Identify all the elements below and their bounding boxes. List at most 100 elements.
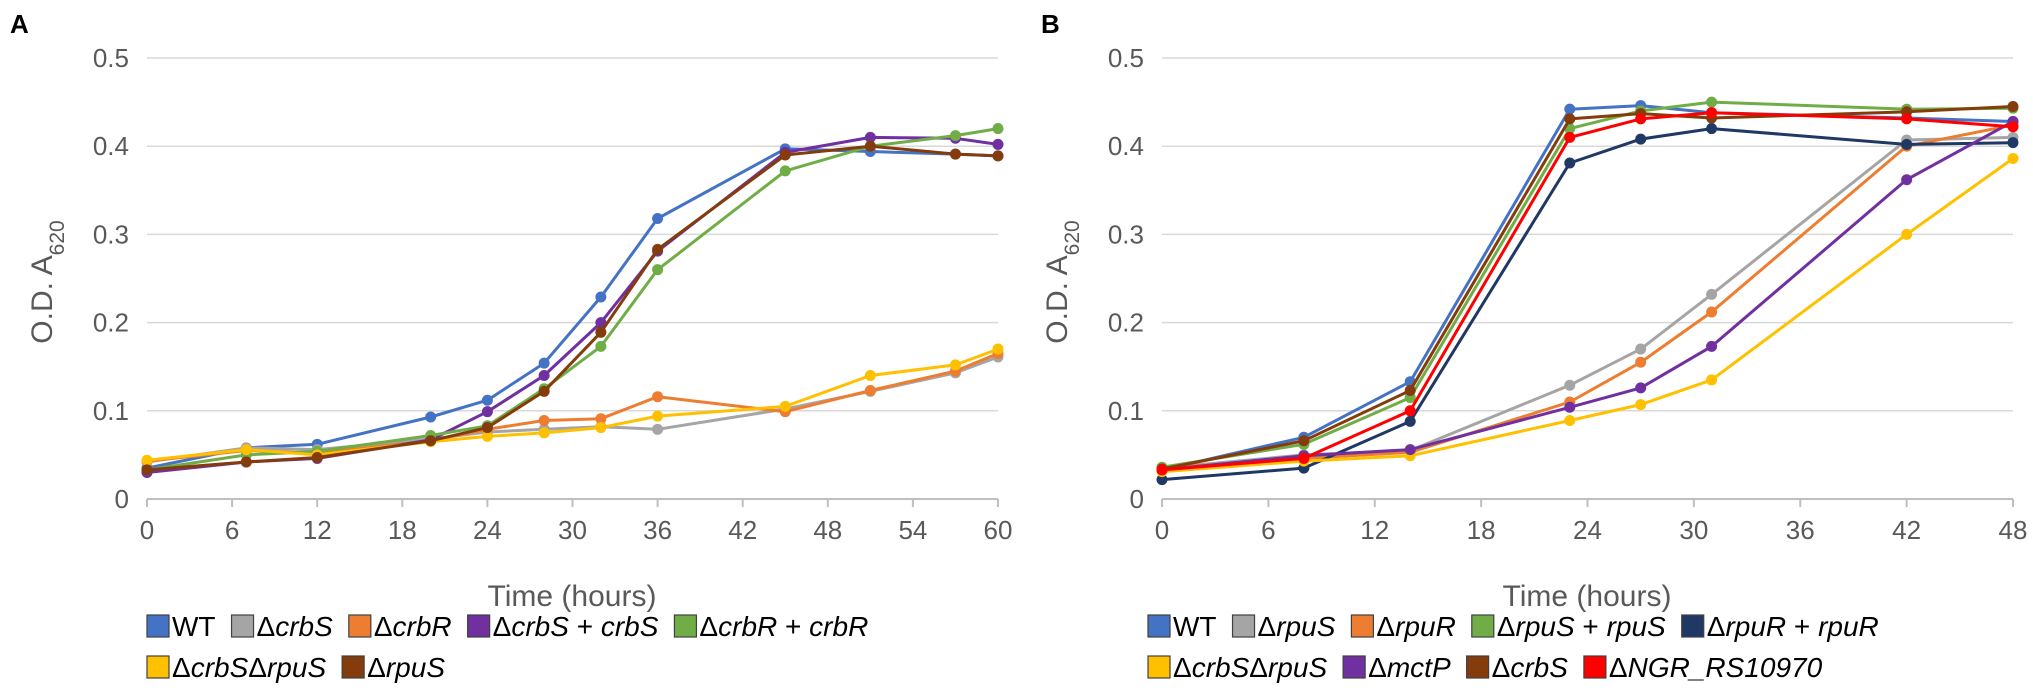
- chart-b-legend-label: WT: [1173, 611, 1217, 642]
- chart-b-data-point: [1635, 382, 1647, 394]
- chart-a-x-tick-label: 18: [388, 515, 417, 545]
- chart-a-data-point: [652, 264, 664, 276]
- chart-a-x-tick-label: 6: [225, 515, 239, 545]
- chart-b-data-point: [2007, 137, 2019, 149]
- chart-a-legend: WT ΔcrbS ΔcrbR ΔcrbS + crbS ΔcrbR + crbR Δcrb…: [146, 611, 868, 683]
- chart-b-x-tick-label: 24: [1573, 515, 1602, 545]
- chart-a-data-point: [864, 385, 876, 397]
- chart-a-series-3: [141, 131, 1004, 479]
- chart-b-x-tick-label: 0: [1155, 515, 1169, 545]
- chart-b-data-point: [1564, 131, 1576, 143]
- chart-b-data-point: [1635, 343, 1647, 355]
- chart-b-data-point: [1404, 444, 1416, 456]
- chart-a-series-line: [146, 147, 999, 470]
- chart-b-data-point: [1706, 340, 1718, 352]
- chart-a-data-point: [949, 130, 961, 142]
- chart-b-data-point: [1635, 399, 1647, 411]
- chart-b-data-point: [1635, 133, 1647, 145]
- chart-b-series-line: [1161, 105, 2014, 471]
- chart-b-legend-item: ΔrpuS: [1231, 611, 1336, 642]
- chart-a-data-point: [595, 326, 607, 338]
- chart-b-data-point: [1901, 138, 1913, 150]
- chart-b-legend-swatch: [1342, 655, 1366, 679]
- chart-a-x-tick-label: 30: [558, 515, 587, 545]
- chart-b-legend-label: ΔcrbSΔrpuS: [1173, 652, 1327, 683]
- chart-b-legend-item: ΔrpuR + rpuR: [1681, 611, 1879, 642]
- chart-a-legend-item: ΔcrbR: [348, 611, 452, 642]
- chart-b-data-point: [1635, 113, 1647, 125]
- chart-a-series-0: [141, 143, 1004, 474]
- chart-a-y-tick-label: 0.5: [93, 43, 129, 73]
- chart-b-x-tick-label: 30: [1679, 515, 1708, 545]
- chart-a-y-tick-label: 0.2: [93, 308, 129, 338]
- chart-b-series-4: [1156, 123, 2019, 486]
- chart-b-legend-swatch: [1583, 655, 1607, 679]
- chart-b-data-point: [1635, 356, 1647, 368]
- chart-b-legend-swatch: [1681, 614, 1705, 638]
- chart-b-series-line: [1161, 127, 2014, 482]
- chart-a-data-point: [538, 415, 550, 427]
- chart-b-y-tick-label: 0.4: [1108, 131, 1144, 161]
- chart-a-y-axis-title: O.D. A620: [26, 220, 69, 343]
- chart-a-legend-item: WT: [146, 611, 216, 642]
- chart-b-data-point: [1901, 228, 1913, 240]
- chart-b-legend-label: ΔrpuR + rpuR: [1707, 611, 1879, 642]
- chart-b-x-tick-label: 48: [1999, 515, 2028, 545]
- chart-b-legend-label: ΔrpuS + rpuS: [1497, 611, 1666, 642]
- chart-a-data-point: [779, 165, 791, 177]
- chart-b-data-point: [1564, 401, 1576, 413]
- chart-b-legend-label: ΔrpuS: [1258, 611, 1336, 642]
- chart-b-data-point: [1404, 385, 1416, 397]
- chart-b-series-line: [1161, 157, 2014, 474]
- chart-a-legend-label: ΔcrbR: [374, 611, 452, 642]
- chart-b-legend-item: ΔrpuR: [1350, 611, 1456, 642]
- chart-a-series-line: [146, 347, 999, 462]
- chart-b-legend-label: ΔmctP: [1368, 652, 1451, 683]
- chart-a-data-point: [538, 385, 550, 397]
- chart-a-data-point: [311, 452, 323, 464]
- chart-b-legend-swatch: [1147, 655, 1171, 679]
- chart-a-data-point: [595, 422, 607, 434]
- chart-a-data-point: [779, 400, 791, 412]
- chart-a-data-point: [992, 343, 1004, 355]
- chart-b-data-point: [1156, 464, 1168, 476]
- chart-a-data-point: [652, 213, 664, 225]
- chart-a-legend-swatch: [230, 614, 255, 638]
- chart-a-series-line: [146, 135, 999, 474]
- chart-a-data-point: [595, 340, 607, 352]
- chart-a-data-point: [240, 456, 252, 468]
- chart-b-series-line: [1161, 123, 2014, 470]
- chart-a-data-point: [240, 444, 252, 456]
- chart-b-data-point: [1706, 374, 1718, 386]
- chart-b-legend-swatch: [1231, 614, 1256, 638]
- chart-a-y-tick-label: 0: [115, 484, 129, 514]
- chart-b-legend-item: ΔNGR_RS10970: [1583, 652, 1823, 683]
- chart-b-x-tick-label: 42: [1892, 515, 1921, 545]
- chart-b-data-point: [1298, 452, 1310, 464]
- chart-b-x-tick-label: 6: [1261, 515, 1275, 545]
- chart-b-data-point: [1564, 113, 1576, 125]
- chart-b-data-point: [1404, 405, 1416, 417]
- chart-a-data-point: [992, 150, 1004, 162]
- chart-b-data-point: [1901, 174, 1913, 186]
- chart-a-data-point: [538, 427, 550, 439]
- chart-a-data-point: [538, 370, 550, 382]
- chart-b-x-tick-label: 12: [1360, 515, 1389, 545]
- chart-a-data-point: [652, 391, 664, 403]
- chart-b-legend-swatch: [1471, 614, 1495, 638]
- chart-b-x-tick-label: 36: [1786, 515, 1815, 545]
- chart-b-y-tick-label: 0: [1130, 484, 1144, 514]
- chart-a-data-point: [425, 435, 437, 447]
- chart-b-data-point: [1564, 415, 1576, 427]
- chart-a-data-point: [425, 411, 437, 423]
- panel-letter-a: A: [10, 9, 29, 39]
- chart-a-data-point: [652, 410, 664, 422]
- chart-b-data-point: [1706, 123, 1718, 135]
- chart-b-x-tick-label: 18: [1467, 515, 1496, 545]
- chart-a-x-tick-label: 48: [813, 515, 842, 545]
- chart-a-series-line: [146, 144, 999, 472]
- chart-a-data-point: [864, 140, 876, 152]
- chart-b-data-point: [1404, 415, 1416, 427]
- chart-a-legend-item: ΔcrbR + crbR: [673, 611, 868, 642]
